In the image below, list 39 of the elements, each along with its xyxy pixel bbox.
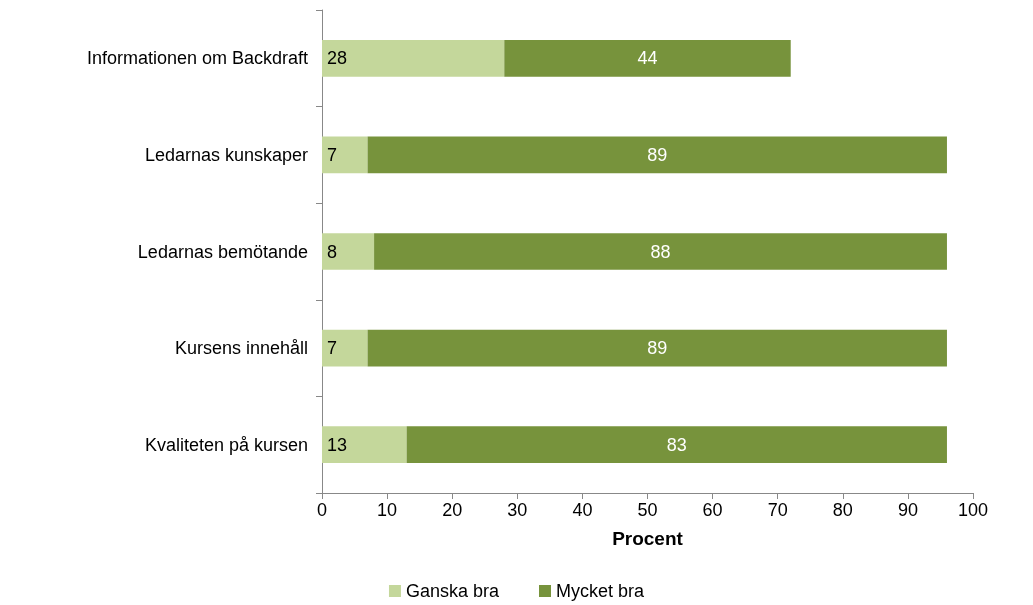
data-label: 89 xyxy=(647,338,668,359)
x-axis-title: Procent xyxy=(612,528,684,549)
x-tick-label: 60 xyxy=(702,500,723,520)
bar xyxy=(322,329,368,367)
bar xyxy=(504,39,791,77)
bar xyxy=(322,426,407,464)
x-tick-label: 100 xyxy=(957,500,989,520)
bar xyxy=(322,136,368,174)
bar xyxy=(322,39,505,77)
data-label: 7 xyxy=(327,338,338,359)
data-label: 44 xyxy=(637,48,658,69)
x-tick-label: 30 xyxy=(507,500,528,520)
y-tick-label: Kvaliteten på kursen xyxy=(144,434,308,455)
y-tick-label: Kursens innehåll xyxy=(174,338,308,359)
bar xyxy=(367,329,947,367)
y-tick-label: Informationen om Backdraft xyxy=(86,48,308,69)
x-tick-label: 90 xyxy=(897,500,918,520)
x-tick-label: 70 xyxy=(767,500,788,520)
x-tick-label: 0 xyxy=(316,500,328,520)
x-tick-label: 50 xyxy=(637,500,658,520)
bar xyxy=(322,233,375,270)
x-tick-label: 10 xyxy=(377,500,398,520)
bar xyxy=(406,426,947,464)
x-tick-label: 80 xyxy=(832,500,853,520)
bar xyxy=(367,136,947,174)
y-tick-label: Ledarnas kunskaper xyxy=(144,144,308,165)
data-label: 13 xyxy=(327,434,348,455)
legend-label: Ganska bra xyxy=(405,581,500,601)
y-tick-label: Ledarnas bemötande xyxy=(137,241,308,262)
bar xyxy=(374,233,947,270)
data-label: 89 xyxy=(647,144,668,165)
data-label: 83 xyxy=(666,434,687,455)
legend-label: Mycket bra xyxy=(556,581,646,601)
data-label: 8 xyxy=(327,241,338,262)
data-label: 7 xyxy=(327,144,338,165)
data-label: 88 xyxy=(650,241,671,262)
data-label: 28 xyxy=(327,48,348,69)
x-tick-label: 40 xyxy=(572,500,593,520)
x-tick-label: 20 xyxy=(442,500,463,520)
